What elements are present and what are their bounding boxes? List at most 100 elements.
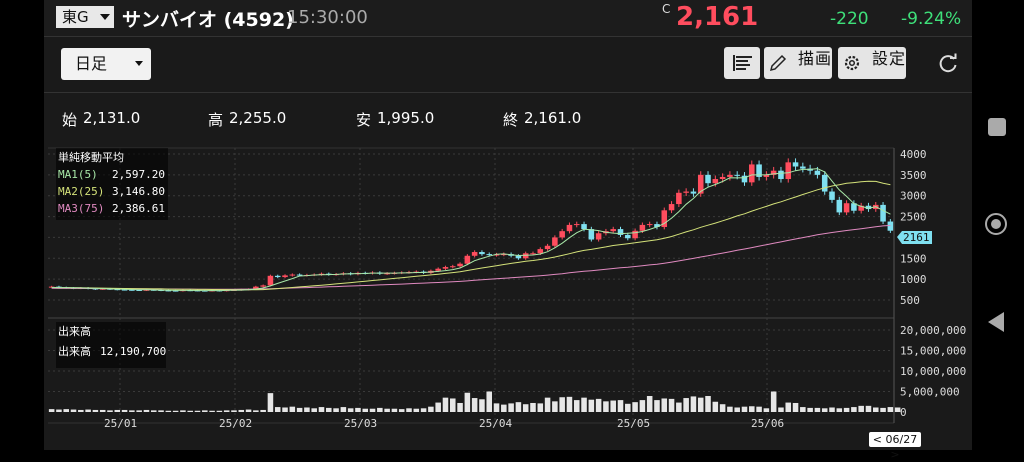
refresh-icon[interactable]: [937, 53, 959, 75]
volume-bar: [792, 402, 799, 412]
volume-bar: [603, 401, 609, 412]
volume-bar: [194, 410, 201, 412]
candle-body: [544, 245, 551, 250]
volume-bar: [202, 410, 208, 412]
volume-bar: [814, 407, 821, 412]
chart-area[interactable]: 400035003000250020001500100050020,000,00…: [44, 0, 972, 450]
recent-apps-icon[interactable]: [988, 118, 1006, 136]
market-selector[interactable]: 東G: [56, 6, 114, 28]
volume-bar: [639, 400, 646, 412]
volume-bar: [800, 407, 806, 412]
candle-body: [778, 170, 784, 180]
ma1-line: [51, 168, 891, 292]
app: 東G サンバイオ (4592) 15:30:00 C 2,161 -220 -9…: [44, 0, 972, 461]
volume-bar: [311, 408, 317, 412]
draw-button[interactable]: 描画: [764, 47, 832, 79]
date-marker[interactable]: < 06/27 >: [869, 432, 921, 461]
candle-body: [99, 288, 106, 290]
candle-body: [814, 170, 821, 175]
candle-body: [464, 255, 471, 264]
home-icon[interactable]: [985, 213, 1007, 235]
volume-bar: [355, 407, 361, 412]
volume-bar: [595, 398, 602, 412]
volume-bar: [107, 410, 113, 412]
volume-bar: [377, 407, 383, 412]
candle-body: [501, 254, 507, 256]
volume-bar: [785, 402, 792, 412]
candle-body: [697, 174, 704, 194]
volume-bar: [719, 404, 726, 412]
candle-body: [668, 204, 675, 211]
volume-bar: [763, 408, 770, 412]
volume-bar: [778, 407, 784, 412]
volume-tick-label: 15,000,000: [900, 345, 966, 358]
candle-body: [573, 224, 580, 226]
volume-bar: [56, 409, 62, 412]
volume-bar: [770, 391, 777, 412]
candle-body: [522, 253, 529, 259]
ma2-line: [51, 180, 891, 291]
candle-body: [770, 170, 777, 175]
volume-bar: [216, 410, 223, 412]
volume-bar: [508, 403, 514, 412]
chevron-down-icon: [135, 61, 143, 66]
candle-body: [727, 174, 733, 177]
candle-body: [756, 164, 762, 177]
period-selector[interactable]: 日足: [61, 48, 151, 80]
candle-body: [471, 252, 478, 256]
volume-bar: [209, 410, 215, 412]
pencil-icon: [769, 54, 787, 72]
volume-bar: [274, 407, 281, 412]
candle-body: [493, 254, 500, 256]
price-flag: C: [662, 2, 671, 16]
price-tick-label: 3000: [900, 190, 927, 203]
volume-bar: [807, 407, 813, 412]
candle-body: [610, 229, 616, 232]
volume-bar: [187, 410, 193, 412]
candle-body: [552, 237, 558, 246]
current-price: 2,161: [676, 2, 759, 32]
volume-bar: [165, 410, 172, 412]
chart-type-button[interactable]: [724, 47, 760, 79]
candle-body: [449, 266, 456, 268]
price-tick-label: 1500: [900, 252, 927, 265]
volume-bar: [435, 402, 441, 412]
back-icon[interactable]: [988, 312, 1004, 332]
quote-time: 15:30:00: [287, 7, 368, 28]
volume-bar: [515, 402, 522, 412]
volume-bar: [442, 397, 449, 412]
candle-body: [559, 231, 565, 238]
volume-bar: [260, 409, 266, 412]
x-tick-label: 25/05: [617, 417, 650, 430]
candle-body: [442, 267, 449, 269]
volume-bar: [741, 406, 748, 412]
draw-label: 描画: [798, 49, 832, 68]
volume-bar: [267, 393, 274, 412]
ma2-label: MA2(25): [58, 185, 104, 198]
chevron-down-icon: [100, 14, 110, 20]
volume-bar: [537, 403, 544, 412]
volume-bar: [734, 407, 740, 412]
close-label: 終: [503, 111, 519, 129]
volume-legend: 出来高 出来高 12,190,700: [56, 322, 166, 368]
volume-bar: [398, 409, 405, 412]
candle-body: [202, 290, 208, 292]
volume-bar: [690, 396, 697, 412]
volume-bar: [668, 398, 675, 412]
candle-body: [865, 205, 872, 210]
volume-bar: [340, 407, 347, 412]
candle-body: [267, 275, 274, 286]
candle-body: [785, 162, 792, 180]
volume-bar: [544, 397, 551, 412]
x-tick-label: 25/06: [751, 417, 784, 430]
candle-body: [515, 255, 522, 259]
settings-button[interactable]: 設定: [838, 47, 906, 79]
candle-body: [595, 233, 602, 240]
x-tick-label: 25/01: [104, 417, 137, 430]
volume-bar: [632, 402, 638, 412]
candle-body: [887, 221, 894, 231]
candle-body: [880, 204, 886, 222]
volume-bar: [150, 410, 157, 412]
volume-bar: [282, 407, 288, 412]
volume-bar: [625, 403, 631, 412]
